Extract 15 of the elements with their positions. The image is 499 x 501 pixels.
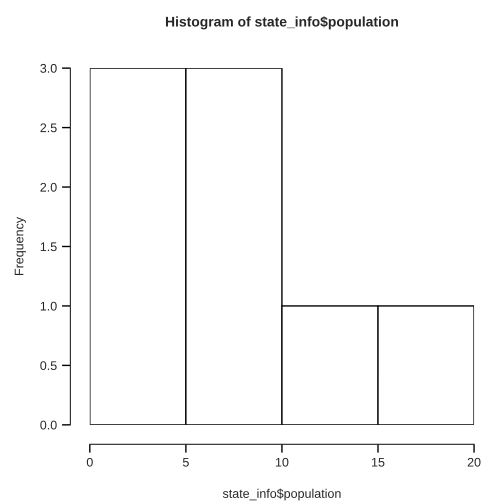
- y-tick-label: 2.5: [40, 123, 57, 132]
- y-tick-label: 1.5: [40, 242, 57, 252]
- y-tick-label: 2.0: [40, 182, 57, 192]
- x-tick-label: 20: [468, 458, 481, 467]
- x-axis-title: state_info$population: [222, 488, 341, 500]
- x-tick-label: 5: [182, 458, 189, 467]
- y-tick-label: 0.5: [40, 361, 57, 370]
- y-axis-title: Frequency: [14, 216, 26, 275]
- x-tick-label: 0: [86, 458, 93, 467]
- y-tick-label: 3.0: [40, 64, 57, 73]
- x-tick-label: 15: [372, 458, 384, 467]
- y-tick-label: 0.0: [40, 420, 57, 430]
- x-tick-label: 10: [276, 458, 288, 467]
- chart-title: Histogram of state_info$population: [166, 16, 398, 30]
- y-tick-label: 1.0: [40, 302, 57, 311]
